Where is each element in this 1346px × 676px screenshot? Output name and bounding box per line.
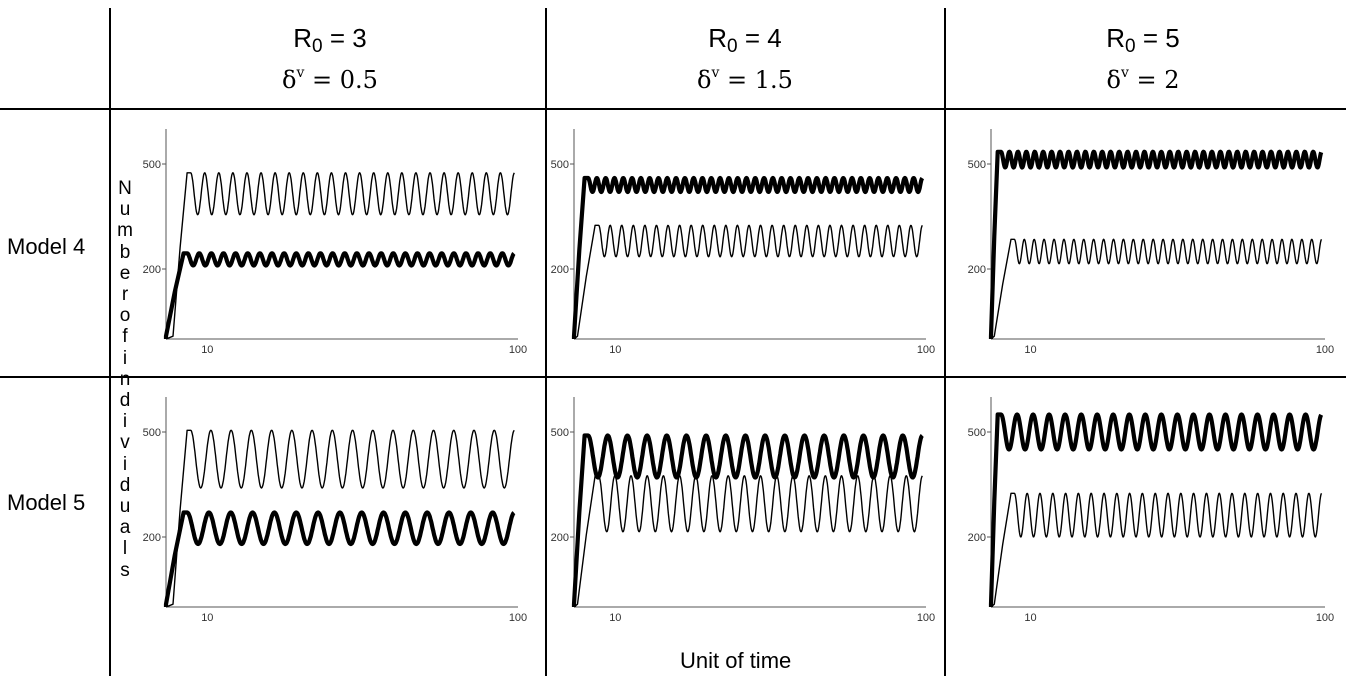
x-tick-label: 10 bbox=[201, 612, 213, 624]
y-axis-label-letter: d bbox=[119, 474, 131, 496]
delta-label: δv = 2 bbox=[1106, 65, 1180, 94]
y-axis-label-letter: l bbox=[122, 538, 128, 560]
column-header-1: R0 = 3 δv = 0.5 bbox=[140, 22, 520, 102]
delta-label: δv = 0.5 bbox=[282, 65, 378, 94]
x-tick-label: 100 bbox=[1316, 344, 1334, 356]
x-tick-label: 10 bbox=[609, 344, 621, 356]
x-tick-label: 10 bbox=[1024, 344, 1036, 356]
y-tick-label: 500 bbox=[551, 427, 569, 439]
x-tick-label: 100 bbox=[509, 612, 527, 624]
y-axis-label-letter: r bbox=[121, 284, 129, 306]
table-vline-3 bbox=[944, 8, 946, 676]
x-tick-label: 10 bbox=[1024, 612, 1036, 624]
series-line-thick bbox=[571, 433, 924, 607]
r0-label: R0 = 5 bbox=[1106, 23, 1180, 57]
y-axis-label-letter: u bbox=[119, 496, 131, 518]
y-axis-label-letter: a bbox=[119, 517, 131, 539]
y-tick-label: 500 bbox=[143, 159, 161, 171]
y-axis-label-letter: i bbox=[122, 453, 128, 475]
y-axis-label-letter: v bbox=[120, 432, 130, 454]
x-axis-label: Unit of time bbox=[680, 648, 792, 673]
y-tick-label: 200 bbox=[551, 532, 569, 544]
y-axis-label-letter: o bbox=[119, 305, 131, 327]
y-axis-label-letter: u bbox=[119, 199, 131, 221]
y-axis-label-letter: s bbox=[120, 559, 130, 581]
chart-panel-model5-r0-4: 200 500 10 100 bbox=[551, 397, 935, 624]
y-axis-label-letter: e bbox=[119, 262, 131, 284]
y-tick-label: 200 bbox=[143, 532, 161, 544]
x-tick-label: 10 bbox=[201, 344, 213, 356]
y-tick-label: 200 bbox=[968, 532, 986, 544]
series-line-thick bbox=[988, 412, 1324, 607]
y-axis-label-letter: n bbox=[119, 368, 131, 390]
series-line-thin bbox=[990, 238, 1323, 340]
y-tick-label: 500 bbox=[143, 427, 161, 439]
chart-panel-model4-r0-5: 200 500 10 100 bbox=[968, 129, 1334, 356]
chart-panel-model5-r0-5: 200 500 10 100 bbox=[968, 397, 1334, 624]
series-line-thick bbox=[163, 251, 516, 339]
series-line-thin bbox=[165, 172, 515, 340]
chart-panel-model5-r0-3: 200 500 10 100 bbox=[143, 397, 527, 624]
y-tick-label: 200 bbox=[143, 264, 161, 276]
chart-panel-model4-r0-4: 200 500 10 100 bbox=[551, 129, 935, 356]
x-tick-label: 100 bbox=[509, 344, 527, 356]
y-tick-label: 500 bbox=[968, 427, 986, 439]
series-line-thin bbox=[573, 475, 923, 608]
y-axis-label-letter: i bbox=[122, 411, 128, 433]
delta-label: δv = 1.5 bbox=[697, 65, 793, 94]
table-hline-rows bbox=[0, 376, 1346, 378]
x-tick-label: 100 bbox=[917, 344, 935, 356]
table-vline-1 bbox=[109, 8, 111, 676]
x-tick-label: 100 bbox=[917, 612, 935, 624]
column-header-3: R0 = 5 δv = 2 bbox=[953, 22, 1333, 102]
y-axis-label-letter: i bbox=[122, 347, 128, 369]
table-vline-2 bbox=[545, 8, 547, 676]
table-hline-header bbox=[0, 108, 1346, 110]
series-line-thick bbox=[988, 149, 1324, 339]
y-tick-label: 500 bbox=[551, 159, 569, 171]
column-header-2: R0 = 4 δv = 1.5 bbox=[555, 22, 935, 102]
r0-label: R0 = 4 bbox=[708, 23, 782, 57]
y-axis-label-letter: m bbox=[117, 220, 133, 242]
series-line-thin bbox=[990, 492, 1323, 608]
series-line-thin bbox=[573, 224, 923, 340]
y-axis-label-letter: N bbox=[118, 178, 132, 199]
series-line-thick bbox=[571, 175, 925, 339]
row-label-model-4: Model 4 bbox=[7, 234, 86, 259]
y-axis-label-letter: b bbox=[119, 241, 131, 263]
series-line-thin bbox=[165, 429, 515, 608]
y-tick-label: 200 bbox=[968, 264, 986, 276]
r0-label: R0 = 3 bbox=[293, 23, 367, 57]
x-tick-label: 10 bbox=[609, 612, 621, 624]
y-axis-label-letter: d bbox=[119, 390, 131, 412]
series-line-thick bbox=[163, 510, 516, 607]
chart-panel-model4-r0-3: 200 500 10 100 bbox=[143, 129, 527, 356]
y-axis-label-letter: f bbox=[122, 326, 128, 348]
row-label-model-5: Model 5 bbox=[7, 490, 86, 515]
y-tick-label: 200 bbox=[551, 264, 569, 276]
y-tick-label: 500 bbox=[968, 159, 986, 171]
x-tick-label: 100 bbox=[1316, 612, 1334, 624]
